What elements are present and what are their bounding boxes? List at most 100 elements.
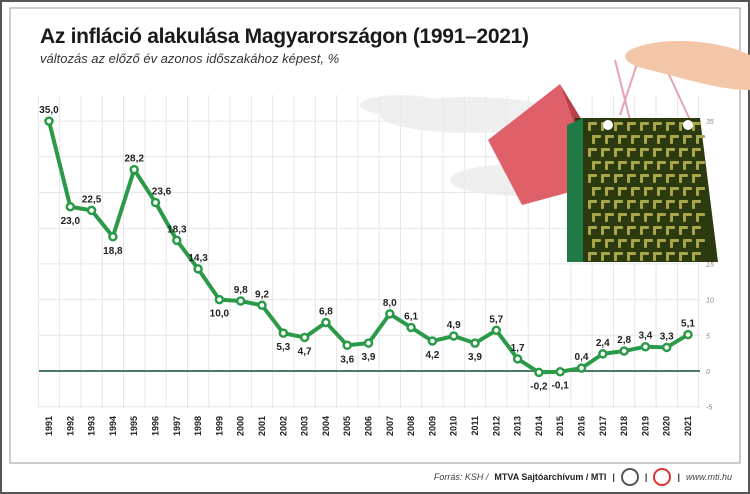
pattern-mark [657, 213, 660, 222]
pattern-mark [605, 213, 608, 222]
data-point [555, 366, 565, 377]
data-label: -0,2 [530, 381, 548, 392]
pattern-mark [666, 252, 669, 261]
data-point [235, 296, 246, 306]
pattern-mark [605, 135, 608, 144]
pattern-mark [640, 252, 643, 261]
y-tick-label: 0 [706, 369, 710, 376]
pattern-mark [666, 122, 669, 131]
x-tick-label: 2004 [321, 416, 331, 436]
pattern-mark [640, 226, 643, 235]
data-point [86, 205, 97, 216]
hand-icon [625, 40, 750, 90]
x-tick-label: 2018 [619, 416, 629, 436]
data-label: 4,2 [425, 350, 439, 361]
data-label: 28,2 [124, 154, 144, 165]
x-tick-label: 2009 [427, 416, 437, 436]
pattern-mark [618, 213, 621, 222]
mti-logo-icon [653, 468, 672, 486]
pattern-mark [679, 174, 682, 183]
data-point [491, 325, 502, 336]
pattern-mark [627, 148, 630, 157]
pattern-mark [631, 161, 634, 170]
pattern-mark [653, 200, 656, 209]
x-tick-label: 2020 [662, 416, 672, 436]
data-label: 35,0 [39, 105, 59, 116]
chart-subtitle: változás az előző év azonos időszakához … [40, 51, 340, 66]
pattern-mark [666, 174, 669, 183]
data-labels: 35,0 23,022,5 18,8 28,2 23,6 18,3 14,3 10,0 9,8 9… [39, 105, 695, 392]
data-label: 22,5 [82, 194, 102, 205]
pattern-mark [692, 226, 695, 235]
pattern-mark [588, 200, 591, 209]
pattern-mark [670, 239, 673, 248]
x-tick-label: 1994 [108, 416, 118, 436]
x-tick-label: 2021 [683, 416, 693, 436]
data-point [214, 294, 225, 305]
mtva-logo-icon [620, 468, 639, 486]
pattern-mark [601, 226, 604, 235]
source-prefix: Forrás: KSH / [433, 472, 489, 482]
pattern-mark [644, 161, 647, 170]
data-label: 18,3 [167, 224, 187, 235]
data-label: 4,7 [298, 346, 312, 357]
pattern-mark [601, 174, 604, 183]
data-label: -0,1 [552, 381, 570, 392]
separator: | [677, 472, 680, 482]
pattern-mark [657, 187, 660, 196]
data-point [129, 164, 139, 175]
data-point [278, 328, 289, 338]
pattern-mark [653, 148, 656, 157]
data-point [342, 340, 352, 351]
pattern-mark [692, 200, 695, 209]
pattern-mark [653, 174, 656, 183]
pattern-mark [631, 213, 634, 222]
data-label: 9,2 [255, 289, 269, 300]
pattern-mark [683, 187, 686, 196]
website-link[interactable]: www.mti.hu [685, 472, 732, 482]
x-tick-label: 2017 [598, 416, 608, 436]
pattern-mark [653, 252, 656, 261]
pattern-mark [618, 187, 621, 196]
data-point [598, 349, 608, 359]
pattern-mark [653, 122, 656, 131]
pattern-mark [614, 226, 617, 235]
data-label: 5,3 [276, 342, 290, 353]
data-point [406, 322, 416, 333]
x-tick-label: 2003 [300, 416, 310, 436]
data-point [363, 338, 374, 348]
x-tick-label: 2010 [449, 416, 459, 436]
pattern-mark [692, 252, 695, 261]
y-tick-label: 10 [706, 298, 714, 305]
pattern-mark [627, 200, 630, 209]
pattern-mark [627, 122, 630, 131]
data-label: 23,6 [152, 186, 172, 197]
data-point [150, 197, 161, 208]
pattern-mark [601, 148, 604, 157]
chart-title: Az infláció alakulása Magyarországon (19… [40, 25, 529, 48]
pattern-mark [670, 213, 673, 222]
pattern-mark [640, 174, 643, 183]
pattern-mark [627, 252, 630, 261]
y-axis-ticks: 35 15 10 5 0 -5 [706, 119, 714, 412]
x-tick-label: 2007 [385, 416, 395, 436]
pattern-mark [588, 174, 591, 183]
y-tick-label: -5 [706, 405, 712, 412]
x-tick-label: 1993 [87, 416, 97, 436]
x-tick-label: 2019 [640, 416, 650, 436]
x-tick-label: 1999 [214, 416, 224, 436]
separator: | [612, 472, 615, 482]
data-point [65, 202, 76, 212]
pattern-mark [679, 148, 682, 157]
data-point [321, 317, 331, 328]
data-point [534, 367, 544, 378]
pattern-mark [592, 135, 595, 144]
data-label: 14,3 [188, 253, 208, 264]
x-tick-label: 1997 [172, 416, 182, 436]
data-point [448, 331, 459, 341]
pattern-mark [679, 122, 682, 131]
pattern-mark [666, 226, 669, 235]
y-tick-label: 15 [706, 262, 714, 269]
pattern-mark [605, 161, 608, 170]
